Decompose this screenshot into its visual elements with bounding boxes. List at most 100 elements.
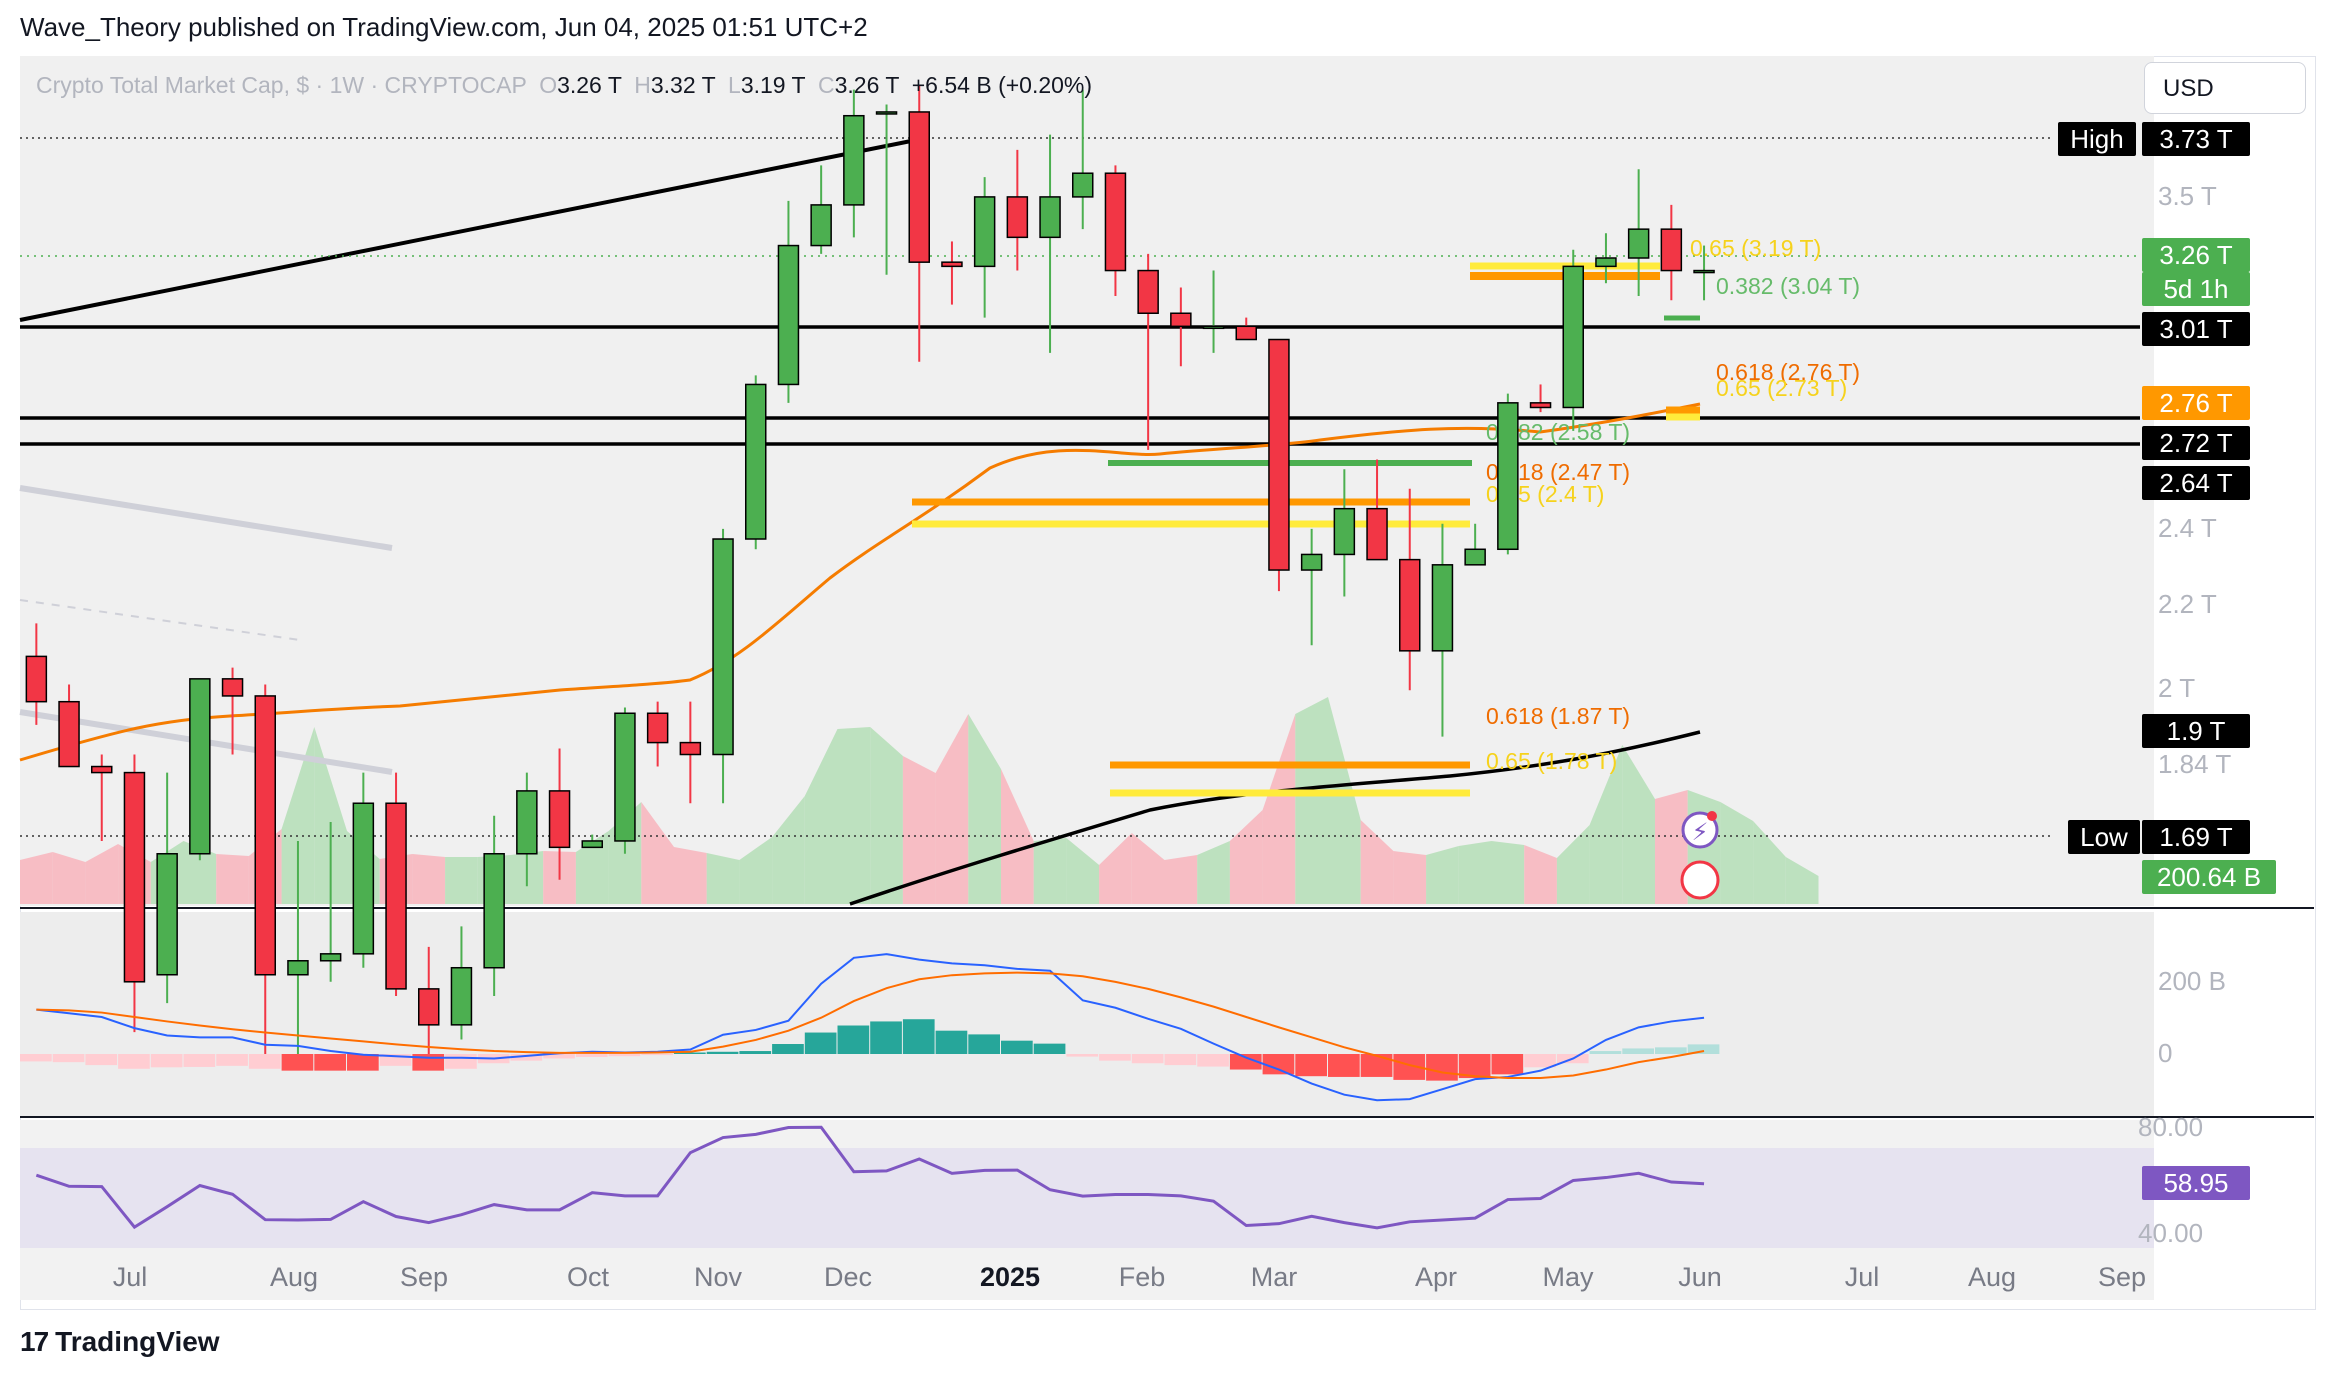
- last-price-tag: 3.26 T: [2159, 240, 2232, 270]
- candle-body: [777, 244, 800, 386]
- candle-body: [189, 678, 211, 855]
- volume-area: [412, 854, 446, 904]
- macd-histogram-bar: [1066, 1054, 1099, 1057]
- candle-body: [58, 700, 80, 768]
- level-tag-bg: [2142, 386, 2250, 420]
- candle-body: [941, 261, 963, 268]
- high-label-tag-bg: [2058, 122, 2136, 156]
- candle-body: [973, 196, 996, 268]
- candle-body: [1202, 325, 1225, 330]
- macd-histogram-bar: [150, 1054, 183, 1068]
- macd-histogram-bar: [510, 1054, 543, 1061]
- volume-area: [1197, 841, 1230, 904]
- macd-histogram-bar: [674, 1052, 706, 1054]
- currency-selector[interactable]: USD: [2144, 62, 2306, 114]
- channel-upper-line: [19, 485, 393, 551]
- open-value: 3.26 T: [557, 72, 622, 98]
- level-tag: 2.64 T: [2159, 468, 2232, 498]
- volume-area: [1066, 838, 1100, 904]
- macd-histogram-bar: [1655, 1047, 1687, 1054]
- candle-body: [1137, 269, 1159, 314]
- macd-histogram-bar: [1426, 1054, 1458, 1081]
- macd-histogram-bar: [1229, 1054, 1262, 1070]
- y-axis-tick: 2.4 T: [2158, 513, 2217, 543]
- volume-area: [1524, 845, 1557, 904]
- macd-histogram-bar: [1001, 1040, 1033, 1054]
- macd-histogram-bar: [935, 1030, 968, 1054]
- macd-histogram-bar: [1491, 1054, 1524, 1075]
- volume-area: [1164, 855, 1198, 904]
- macd-histogram-bar: [379, 1054, 412, 1066]
- x-axis-tick: Feb: [1119, 1262, 1166, 1292]
- candle-body: [843, 114, 865, 206]
- candle-body: [1300, 553, 1323, 571]
- y-axis-tick: 3.5 T: [2158, 181, 2217, 211]
- macd-histogram-bar: [1622, 1048, 1654, 1054]
- macd-histogram-bar: [772, 1044, 804, 1054]
- high-price-tag: 3.73 T: [2159, 124, 2232, 154]
- candle-body: [254, 695, 276, 976]
- volume-area: [837, 727, 871, 904]
- macd-histogram-bar: [1164, 1054, 1197, 1066]
- countdown-tag: 5d 1h: [2163, 274, 2228, 304]
- macd-histogram-bar: [837, 1025, 870, 1054]
- macd-histogram-bar: [183, 1054, 216, 1067]
- candle-body: [1399, 558, 1421, 652]
- candle-body: [91, 765, 113, 774]
- change-value: +6.54 B (+0.20%): [911, 72, 1093, 98]
- volume-area: [1720, 802, 1754, 904]
- candle-body: [287, 960, 309, 976]
- volume-area: [674, 847, 707, 904]
- candle-body: [450, 966, 473, 1026]
- x-axis-tick: Mar: [1251, 1262, 1298, 1292]
- level-tag-bg: [2142, 466, 2250, 500]
- volume-area: [314, 727, 347, 904]
- volume-area: [1655, 790, 1688, 904]
- x-axis-tick: Dec: [824, 1262, 872, 1292]
- macd-axis-tick: 200 B: [2158, 966, 2226, 996]
- candle-body: [483, 853, 505, 969]
- candle-body: [646, 712, 669, 744]
- candle-body: [1170, 312, 1192, 328]
- x-axis-tick: Aug: [270, 1262, 318, 1292]
- volume-tag: 200.64 B: [2157, 862, 2261, 892]
- candle-body: [679, 741, 702, 756]
- rsi-axis-tick: 80.00: [2138, 1112, 2203, 1142]
- symbol-legend: Crypto Total Market Cap, $ · 1W · CRYPTO…: [36, 72, 1092, 99]
- candle-body: [221, 678, 244, 697]
- last-price-tag-bg: [2142, 238, 2250, 272]
- countdown-tag-bg: [2142, 272, 2250, 306]
- candle-body: [352, 802, 375, 955]
- volume-area: [1622, 745, 1655, 904]
- tradingview-logo[interactable]: 17 TradingView: [20, 1326, 220, 1358]
- fib-label: 0.65 (3.19 T): [1690, 235, 1821, 261]
- macd-histogram-bar: [870, 1021, 902, 1054]
- candle-body: [1006, 196, 1029, 239]
- macd-histogram-bar: [1524, 1054, 1556, 1068]
- symbol-name: Crypto Total Market Cap, $ · 1W · CRYPTO…: [36, 72, 527, 98]
- candle-body: [810, 204, 832, 247]
- macd-histogram-bar: [445, 1054, 477, 1069]
- volume-area: [1360, 820, 1394, 904]
- macd-signal-line: [36, 971, 1705, 1080]
- x-axis-tick: Nov: [694, 1262, 743, 1292]
- candle-body: [1268, 338, 1290, 571]
- macd-histogram-bar: [347, 1054, 379, 1071]
- level-tag-bg: [2142, 312, 2250, 346]
- level-tag: 2.72 T: [2159, 428, 2232, 458]
- fib-label: 0.65 (2.73 T): [1716, 375, 1847, 401]
- sma-tag: 1.9 T: [2167, 716, 2226, 746]
- low-label-tag-bg: [2068, 820, 2140, 854]
- rsi-line: [35, 1125, 1705, 1230]
- ema-line: [19, 402, 1701, 762]
- candle-body: [385, 802, 407, 990]
- volume-area: [20, 852, 53, 904]
- macd-histogram-bar: [85, 1054, 118, 1066]
- volume-area: [641, 802, 674, 904]
- macd-histogram-bar: [20, 1054, 52, 1062]
- volume-area: [1229, 810, 1263, 904]
- volume-area: [183, 841, 217, 904]
- volume-area: [1556, 825, 1590, 904]
- low-price-tag-bg: [2142, 820, 2250, 854]
